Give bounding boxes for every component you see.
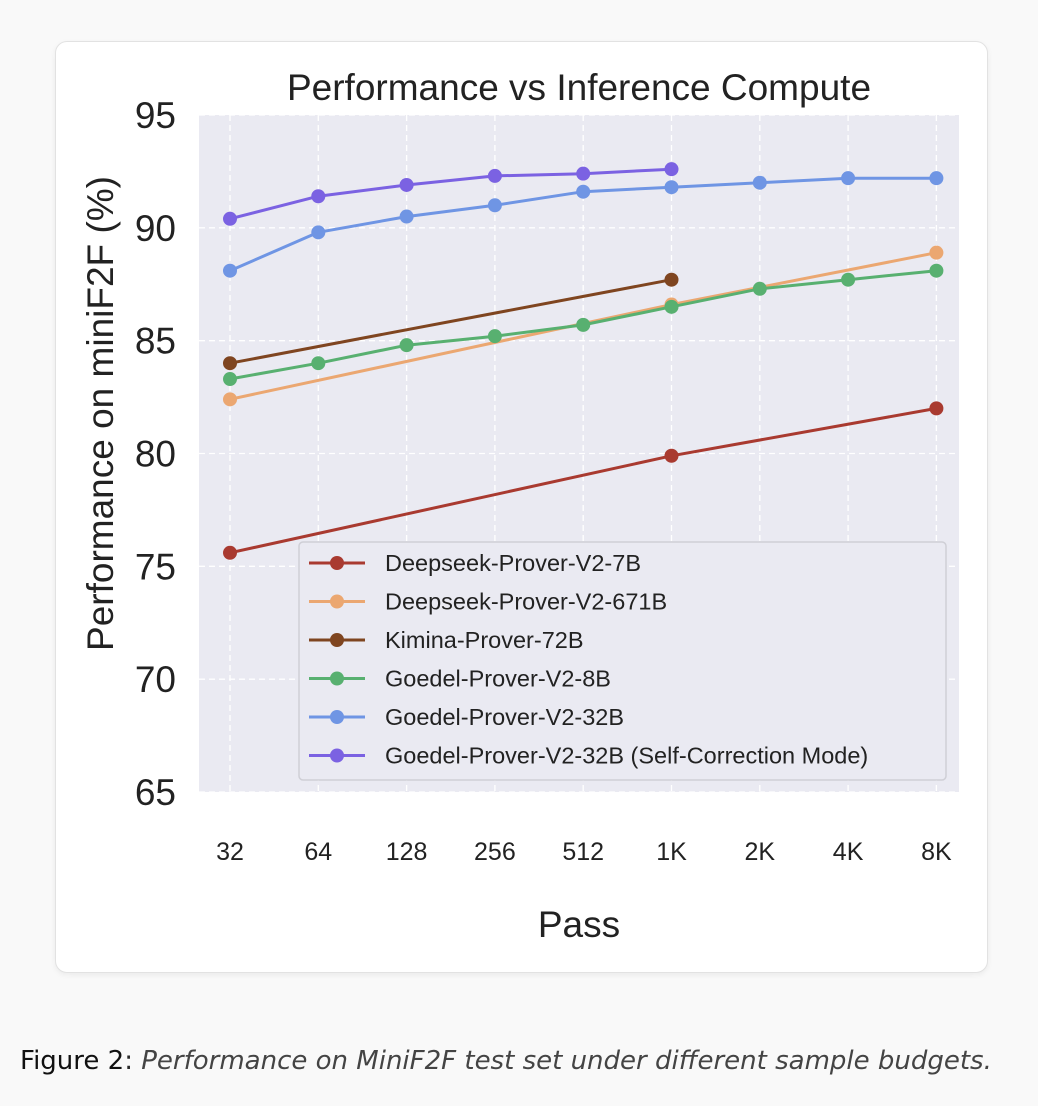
figure-card: 65 70 75 80 85 90 95 32 64 128 256 512 1K 2K 4K 8K Perfo… [55, 41, 988, 973]
legend-entry: Goedel-Prover-V2-32B [385, 704, 624, 730]
data-point [311, 356, 326, 371]
x-tick-label: 64 [304, 838, 332, 866]
data-point [576, 184, 591, 199]
data-point [929, 263, 944, 278]
data-point [752, 175, 767, 190]
data-point [223, 356, 237, 371]
x-tick-label: 4K [833, 838, 864, 866]
data-point [399, 177, 414, 192]
data-point [929, 401, 944, 416]
data-point [929, 171, 944, 186]
legend-entry: Kimina-Prover-72B [385, 627, 584, 653]
legend-entry: Deepseek-Prover-V2-7B [385, 550, 641, 576]
legend-swatch-marker [330, 748, 344, 763]
legend-swatch-marker [330, 594, 344, 609]
caption-label: Figure 2 [20, 1046, 125, 1076]
data-point [664, 299, 679, 314]
y-tick-label: 70 [135, 659, 176, 700]
y-tick-label: 75 [135, 546, 176, 587]
y-tick-label: 65 [135, 772, 176, 813]
data-point [487, 329, 502, 344]
data-point [311, 189, 326, 204]
data-point [664, 448, 679, 463]
x-tick-label: 8K [921, 838, 952, 866]
line-chart: 65 70 75 80 85 90 95 32 64 128 256 512 1K 2K 4K 8K Perfo… [80, 67, 959, 945]
data-point [841, 171, 856, 186]
data-point [841, 272, 856, 287]
data-point [576, 317, 591, 332]
data-point [223, 545, 237, 560]
legend-swatch-marker [330, 671, 344, 686]
x-tick-label: 1K [656, 838, 687, 866]
series-line-2 [229, 278, 672, 365]
data-point [399, 209, 414, 224]
legend-entry: Deepseek-Prover-V2-671B [385, 589, 667, 615]
y-tick-label: 90 [135, 208, 176, 249]
data-point [752, 281, 767, 296]
x-tick-label: 2K [745, 838, 776, 866]
x-axis-label: Pass [538, 904, 620, 945]
x-tick-label: 128 [386, 838, 428, 866]
x-tick-label: 512 [562, 838, 604, 866]
series-line-5 [229, 167, 672, 221]
data-point [664, 180, 679, 195]
chart-title: Performance vs Inference Compute [287, 67, 871, 108]
x-tick-label: 256 [474, 838, 516, 866]
data-point [223, 372, 237, 387]
caption-text: Performance on MiniF2F test set under di… [141, 1046, 992, 1076]
data-point [399, 338, 414, 353]
legend-entry: Goedel-Prover-V2-32B (Self-Correction Mo… [385, 743, 868, 769]
figure-caption: Figure 2: Performance on MiniF2F test se… [20, 1046, 992, 1076]
x-tick-label: 32 [216, 838, 244, 866]
y-axis-label: Performance on miniF2F (%) [80, 176, 121, 651]
y-tick-label: 95 [135, 95, 176, 136]
data-point [487, 198, 502, 213]
legend-swatch-marker [330, 556, 344, 570]
data-point [664, 162, 679, 177]
data-point [929, 245, 944, 260]
data-point [223, 392, 237, 407]
data-point [223, 263, 237, 278]
y-tick-label: 85 [135, 321, 176, 362]
data-point [487, 168, 502, 183]
data-point [311, 225, 326, 240]
data-point [223, 211, 237, 226]
legend-box [298, 541, 947, 781]
legend-swatch-marker [330, 633, 344, 647]
legend-swatch-marker [330, 710, 344, 724]
data-point [664, 272, 679, 287]
y-tick-label: 80 [135, 434, 176, 475]
data-point [576, 166, 591, 181]
legend-entry: Goedel-Prover-V2-8B [385, 666, 611, 692]
